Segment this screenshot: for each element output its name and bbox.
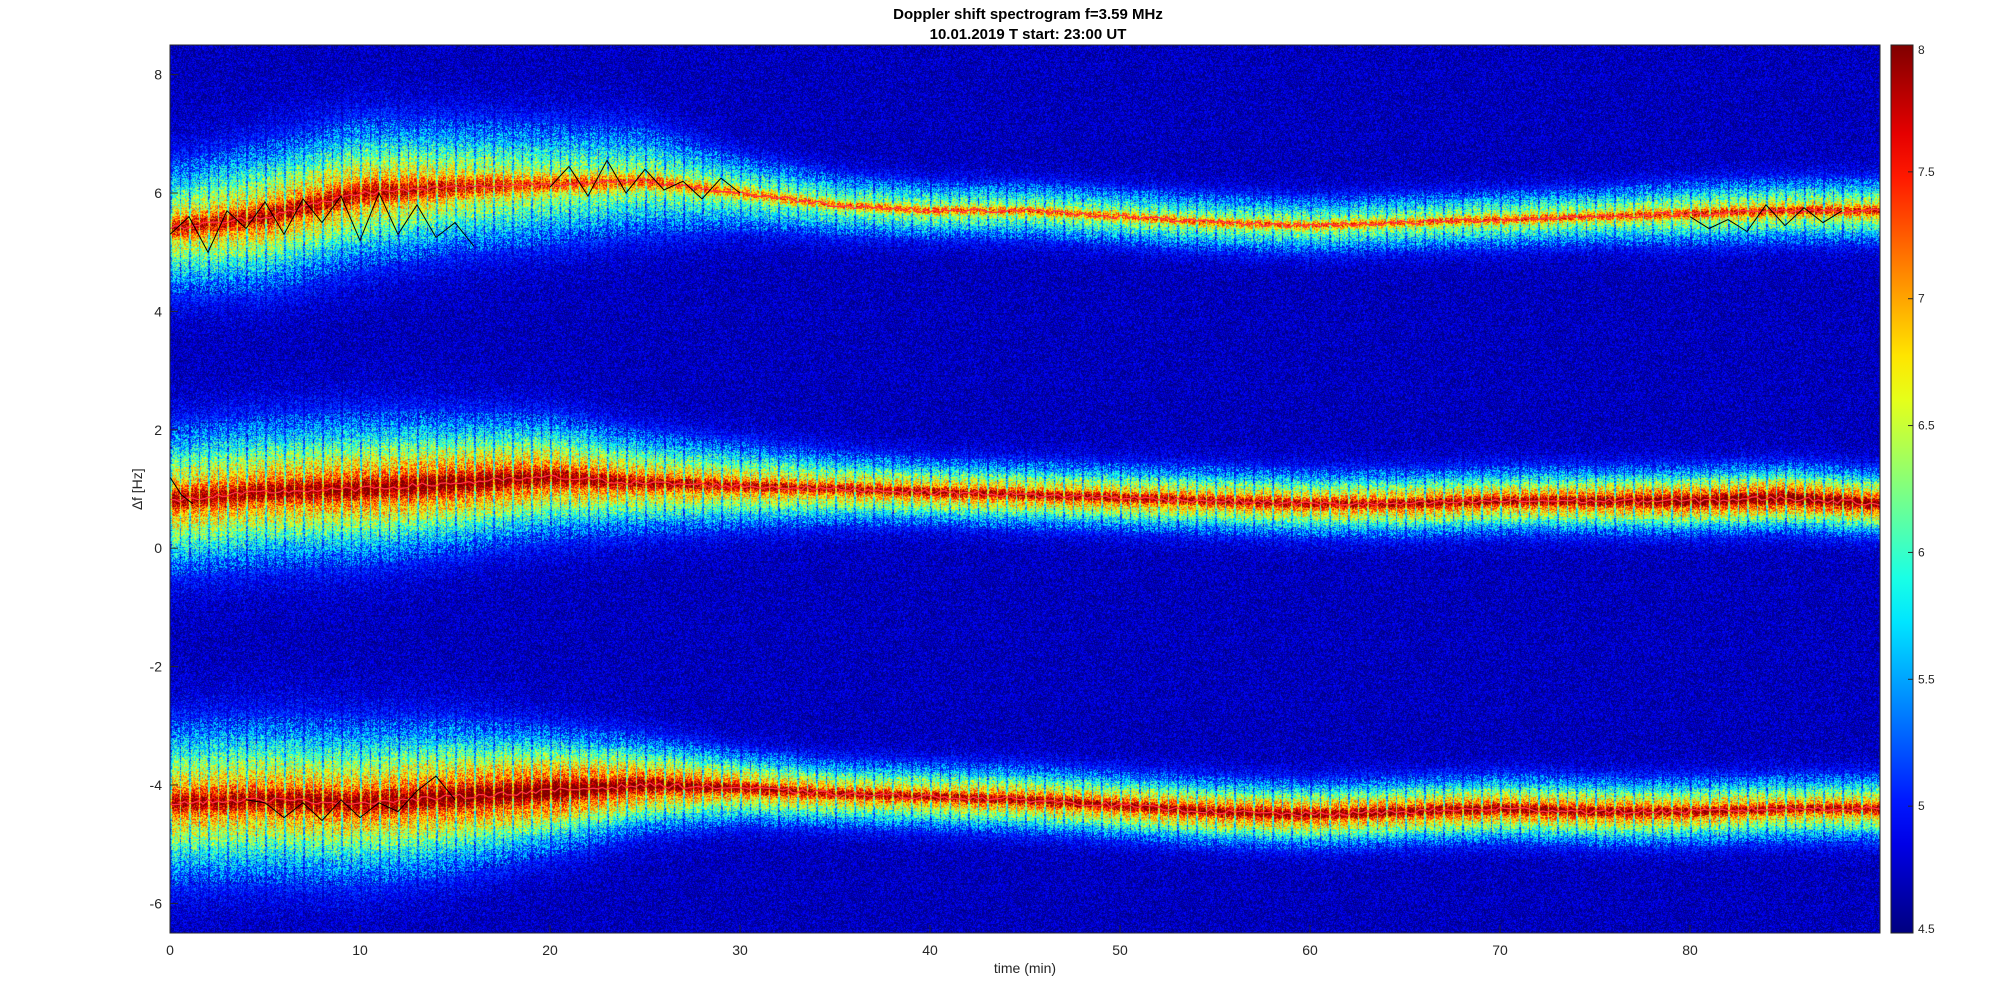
y-tick-label: 0	[154, 540, 162, 556]
detection-line-1	[169, 191, 475, 254]
colorbar-tick-label: 7.5	[1918, 165, 1935, 179]
y-axis: -6 -4 -2 0 2 4 6 8	[150, 67, 178, 911]
colorbar-frame	[1890, 44, 1914, 934]
detection-line-4	[169, 476, 194, 505]
colorbar-tick-label: 4.5	[1918, 922, 1935, 936]
x-axis-label: time (min)	[994, 960, 1056, 976]
y-tick-label: 4	[154, 303, 162, 319]
y-tick-label: -4	[150, 777, 163, 793]
x-tick-label: 70	[1492, 942, 1508, 958]
x-tick-label: 30	[732, 942, 748, 958]
x-tick-label: 0	[166, 942, 174, 958]
detection-line-3	[1689, 204, 1843, 233]
x-tick-label: 40	[922, 942, 938, 958]
plot-area	[170, 45, 1880, 933]
x-tick-label: 50	[1112, 942, 1128, 958]
x-tick-label: 60	[1302, 942, 1318, 958]
colorbar-tick-label: 5	[1918, 799, 1925, 813]
band-trace-1	[169, 178, 1881, 230]
plot-frame	[169, 44, 1881, 934]
y-axis-label: ∆f [Hz]	[129, 468, 145, 509]
y-tick-label: -6	[150, 895, 163, 911]
colorbar-tick-label: 6	[1918, 545, 1925, 559]
colorbar-tick-label: 8	[1918, 43, 1925, 57]
colorbar	[1891, 45, 1913, 933]
y-tick-label: 6	[154, 185, 162, 201]
colorbar-tick-label: 6.5	[1918, 419, 1935, 433]
detection-line-5	[245, 775, 456, 822]
chart-subtitle: 10.01.2019 T start: 23:00 UT	[930, 26, 1127, 43]
colorbar-tick-label: 5.5	[1918, 672, 1935, 686]
spectrogram-image	[170, 45, 1880, 933]
colorbar-tick-label: 7	[1918, 292, 1925, 306]
band-trace-2	[169, 474, 1881, 507]
chart-title: Doppler shift spectrogram f=3.59 MHz	[893, 6, 1163, 23]
y-tick-label: -2	[150, 659, 163, 675]
y-tick-label: 8	[154, 67, 162, 83]
x-tick-label: 80	[1682, 942, 1698, 958]
colorbar-ticks: 4.5 5 5.5 6 6.5 7 7.5 8	[1908, 43, 1935, 936]
x-tick-label: 20	[542, 942, 558, 958]
band-trace-3	[169, 781, 1881, 817]
traces-layer	[169, 159, 1881, 822]
detection-line-2	[549, 159, 741, 200]
x-tick-label: 10	[352, 942, 368, 958]
x-axis: 0 10 20 30 40 50 60 70 80	[166, 925, 1698, 958]
y-tick-label: 2	[154, 422, 162, 438]
